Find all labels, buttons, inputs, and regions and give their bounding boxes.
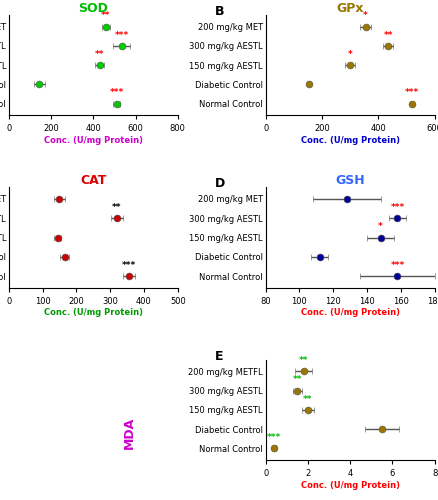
Title: GSH: GSH bbox=[335, 174, 364, 188]
Text: *: * bbox=[347, 50, 352, 59]
Text: ***: *** bbox=[389, 261, 404, 270]
Text: *: * bbox=[362, 12, 367, 20]
X-axis label: Conc. (U/mg Protein): Conc. (U/mg Protein) bbox=[44, 308, 142, 318]
Text: ***: *** bbox=[266, 434, 281, 442]
Text: **: ** bbox=[382, 30, 392, 40]
Text: ***: *** bbox=[109, 88, 124, 98]
Text: D: D bbox=[215, 178, 225, 190]
X-axis label: Conc. (U/mg Protein): Conc. (U/mg Protein) bbox=[300, 481, 399, 490]
X-axis label: Conc. (U/mg Protein): Conc. (U/mg Protein) bbox=[44, 136, 142, 145]
Text: **: ** bbox=[292, 376, 301, 384]
Text: E: E bbox=[215, 350, 223, 363]
Text: **: ** bbox=[298, 356, 308, 365]
Text: MDA: MDA bbox=[123, 416, 136, 448]
X-axis label: Conc. (U/mg Protein): Conc. (U/mg Protein) bbox=[300, 136, 399, 145]
Text: **: ** bbox=[95, 50, 104, 59]
Text: B: B bbox=[215, 5, 224, 18]
Title: SOD: SOD bbox=[78, 2, 108, 15]
Text: **: ** bbox=[112, 203, 121, 212]
Text: ***: *** bbox=[114, 30, 129, 40]
Text: **: ** bbox=[302, 394, 312, 404]
Text: ***: *** bbox=[404, 88, 418, 98]
Text: *: * bbox=[377, 222, 382, 232]
Title: GPx: GPx bbox=[336, 2, 363, 15]
Title: CAT: CAT bbox=[80, 174, 106, 188]
Text: ***: *** bbox=[389, 203, 404, 212]
Text: **: ** bbox=[101, 12, 110, 20]
Text: ***: *** bbox=[121, 261, 136, 270]
X-axis label: Conc. (U/mg Protein): Conc. (U/mg Protein) bbox=[300, 308, 399, 318]
